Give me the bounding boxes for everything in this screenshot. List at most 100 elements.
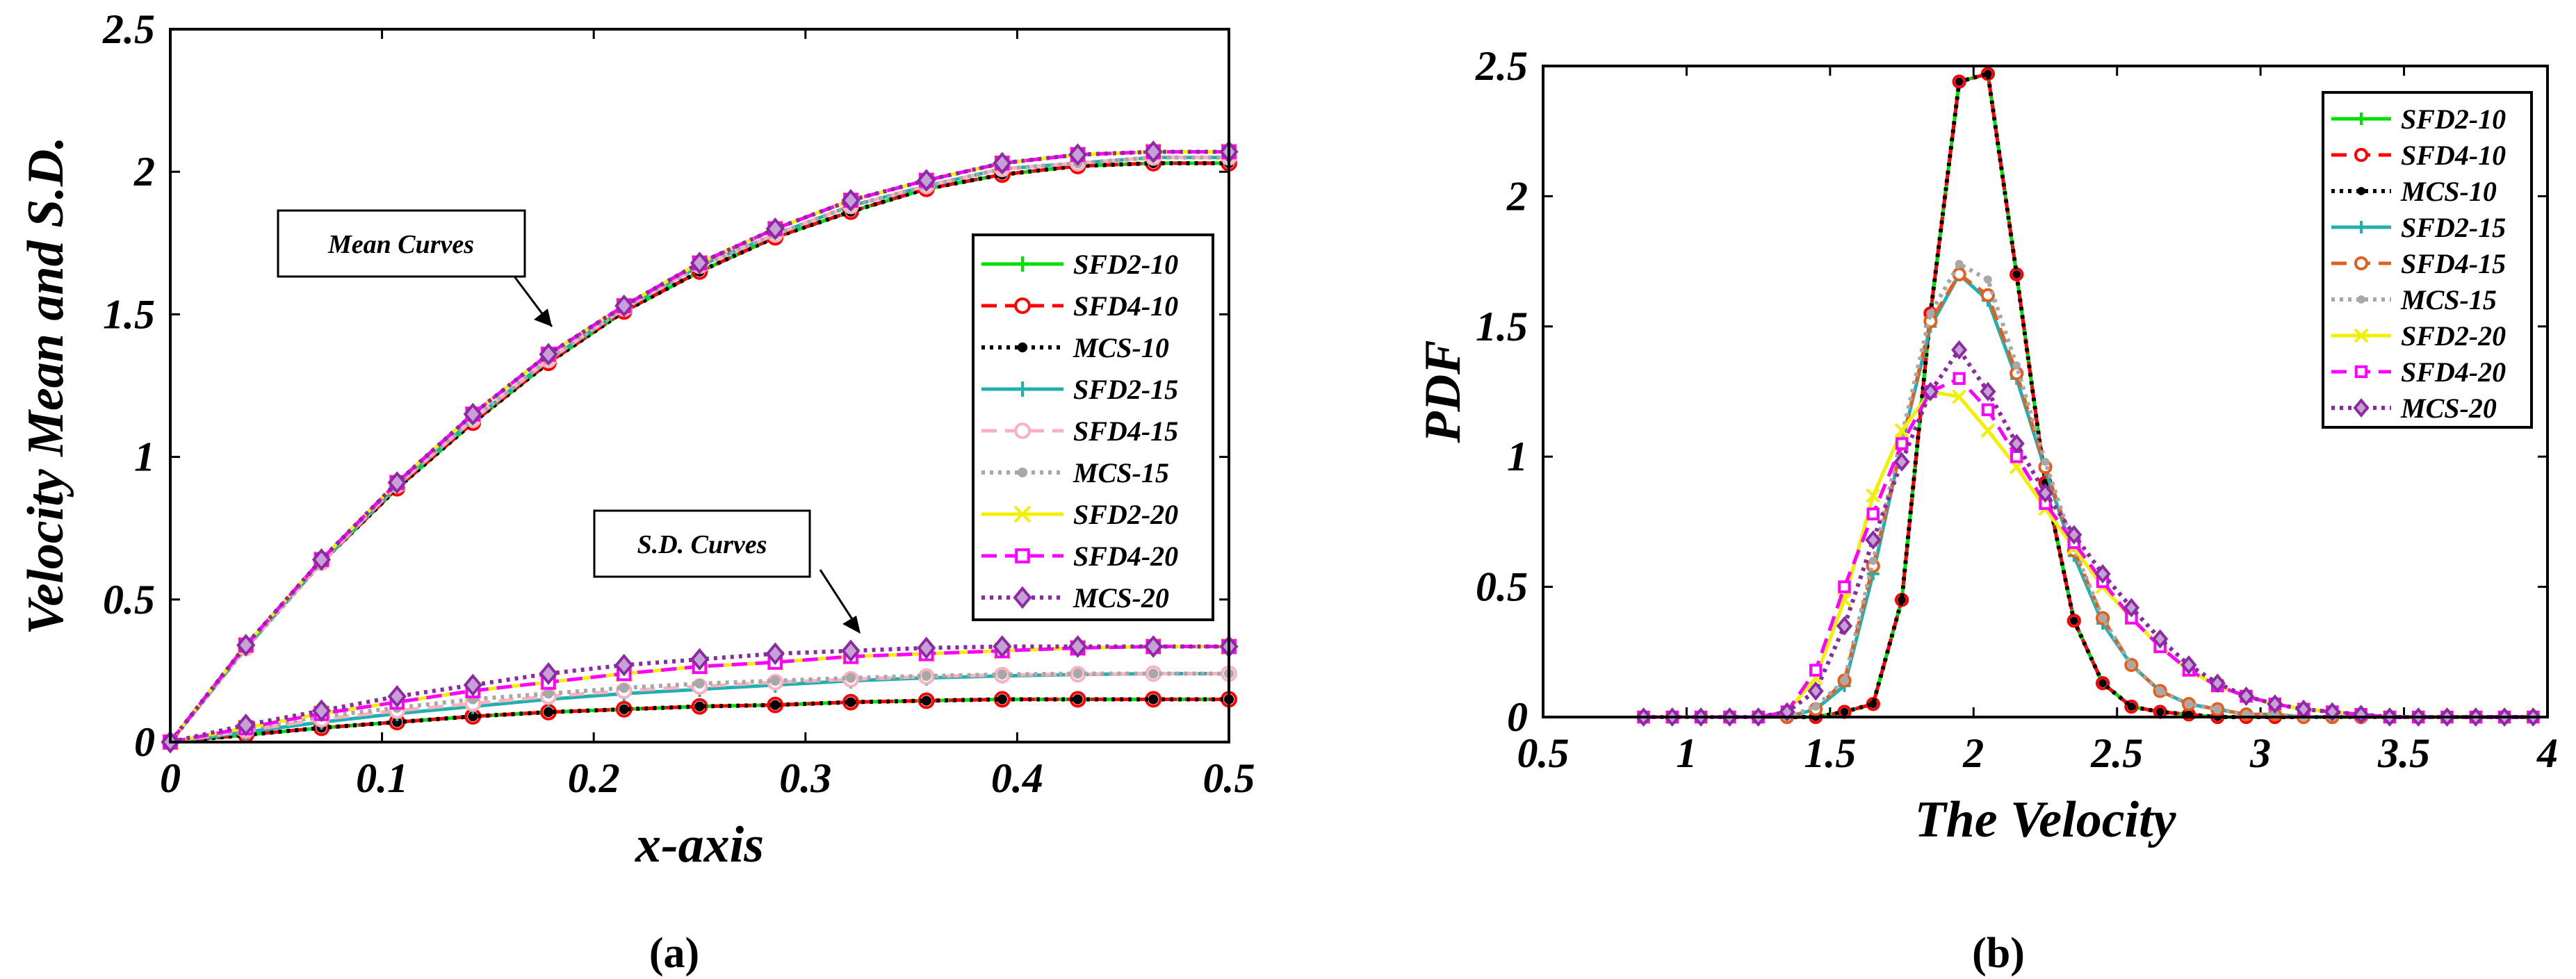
data-point [387,471,407,494]
annotation-sd-curves: S.D. Curves [637,530,767,559]
x-tick-label: 0 [160,755,181,801]
data-point [1981,403,1995,416]
legend-label: MCS-10 [1073,332,1169,363]
legend-marker [2354,365,2368,379]
data-point [1866,488,1881,503]
data-point [1779,702,1795,722]
data-point [392,717,402,727]
data-point [2155,686,2165,696]
data-point [2008,434,2025,454]
data-point [1068,635,1088,658]
data-point [845,697,856,707]
x-tick-label: 1 [1676,730,1697,776]
legend-marker [1014,422,1031,439]
legend-label: MCS-20 [1073,582,1169,614]
data-point [845,673,856,683]
data-point [614,653,634,677]
data-point [311,699,332,723]
data-point [539,343,558,366]
x-tick-label: 0.1 [356,755,408,801]
data-point [1838,580,1851,593]
data-point [2127,661,2136,669]
data-point [1840,707,1849,716]
x-tick-label: 2 [1962,730,1984,776]
caption-b: (b) [1972,930,2025,977]
data-point [2037,483,2054,503]
data-point [463,673,482,697]
legend-label: SFD4-10 [1073,290,1178,322]
data-point [1980,381,1996,402]
caption-a: (a) [649,930,699,977]
data-point [690,252,710,274]
axes: 0 0.1 0.2 0.3 0.4 0.5 0 0.5 1 1.5 2 2.5 x-axis Veloci… [17,6,1255,873]
data-point [1984,69,1992,79]
data-point [539,662,558,685]
series-MCS-20 [1635,340,2541,727]
data-point [1893,452,1910,472]
series-line [170,697,1229,744]
data-point [2069,616,2078,625]
data-point [2185,700,2193,709]
y-tick-label: 0.5 [1476,564,1528,610]
series-line [1643,377,2534,719]
data-point [2213,705,2222,714]
data-point [619,704,629,714]
data-point [1148,694,1159,705]
x-tick-label: 0.2 [568,755,620,801]
x-axis-label: x-axis [635,816,764,873]
legend-label: SFD2-10 [2401,104,2506,135]
data-point [690,648,710,671]
data-point [2324,702,2340,722]
data-point [2267,694,2283,714]
data-point [2041,457,2050,466]
series-MCS-20-mean [161,140,1239,754]
annotation-box-sd [593,509,811,578]
data-point [917,636,936,659]
y-tick-label: 2 [133,149,155,195]
data-point [543,689,554,699]
legend-marker [2354,256,2369,271]
data-point [1148,668,1159,679]
data-point [841,188,861,212]
legend-marker [2357,187,2365,195]
data-point [2094,563,2111,584]
legend-label: SFD4-15 [2401,248,2506,279]
data-point [1068,143,1088,166]
x-tick-label: 4 [2536,730,2558,776]
data-point [1143,140,1163,163]
annotation-arrowhead-mean [534,308,552,327]
x-tick-label: 0.5 [1517,730,1570,776]
data-point [1809,664,1823,677]
y-tick-label: 2.5 [1475,43,1528,89]
data-point [468,711,478,722]
data-point [2180,655,2197,675]
data-point [1926,309,1935,318]
legend-marker [1013,586,1032,609]
x-tick-label: 0.3 [779,755,831,801]
data-point [1868,700,1877,709]
data-point [2123,598,2139,618]
data-point [1980,288,1996,302]
data-point [1953,372,1966,385]
legend-marker [1013,505,1032,523]
legend-marker [2353,398,2370,418]
legend-label: SFD2-15 [1073,374,1178,405]
x-axis-label: The Velocity [1914,791,2176,848]
legend-marker [1014,297,1031,314]
data-point [1894,423,1909,438]
legend-marker [2355,221,2367,233]
data-point [2012,361,2021,370]
y-tick-label: 1.5 [1476,304,1528,349]
legend-label: SFD2-20 [1073,499,1178,530]
legend-marker [2354,328,2369,343]
legend-label: MCS-15 [1073,457,1169,488]
legend-marker [1015,381,1030,397]
legend: SFD2-10 SFD4-10 MCS-10 SFD2-15 SFD4-15 MCS-15… [972,233,1214,621]
data-point [463,402,482,426]
data-point [770,675,781,686]
legend-label: MCS-15 [2400,284,2497,315]
data-point [694,701,705,711]
x-tick-label: 1.5 [1804,730,1856,776]
